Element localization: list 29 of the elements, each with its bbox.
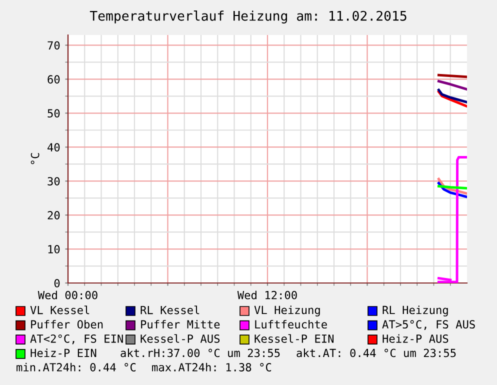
legend-label: RL Kessel bbox=[140, 306, 200, 314]
y-axis-title: °C bbox=[30, 153, 40, 164]
y-tick-label: 40 bbox=[48, 143, 60, 152]
x-tick-label: Wed 00:00 bbox=[38, 290, 98, 300]
legend-label: Kessel-P AUS bbox=[140, 334, 220, 343]
legend-label: AT<2°C, FS EIN bbox=[30, 334, 123, 344]
text: akt.AT: 0.44 °C um 23:55 bbox=[296, 348, 456, 358]
y-tick-label: 10 bbox=[48, 245, 60, 254]
legend-label: AT>5°C, FS AUS bbox=[382, 320, 475, 330]
text: akt.rH:37.00 °C um 23:55 bbox=[120, 348, 280, 358]
y-tick-label: 60 bbox=[48, 75, 60, 84]
y-tick-label: 70 bbox=[48, 41, 60, 50]
y-tick-label: 20 bbox=[48, 211, 60, 220]
text: max.AT24h: 1.38 °C bbox=[152, 362, 272, 372]
legend-label: Puffer Mitte bbox=[141, 320, 220, 329]
text: min.AT24h: 0.44 °C bbox=[16, 362, 136, 372]
legend-label: Kessel-P EIN bbox=[254, 334, 334, 343]
legend-label: Heiz-P EIN bbox=[30, 348, 96, 358]
legend-label: Luftfeuchte bbox=[255, 320, 327, 329]
legend-label: VL Kessel bbox=[30, 306, 90, 314]
legend-label: VL Heizung bbox=[254, 306, 320, 316]
legend-label: RL Heizung bbox=[382, 306, 448, 316]
legend-label: Heiz-P AUS bbox=[382, 334, 448, 343]
y-tick-label: 0 bbox=[54, 279, 60, 288]
y-tick-label: 50 bbox=[48, 109, 60, 118]
chart-title: Temperaturverlauf Heizung am: 11.02.2015 bbox=[90, 10, 406, 24]
legend-label: Puffer Oben bbox=[31, 320, 103, 329]
x-tick-label: Wed 12:00 bbox=[237, 290, 297, 300]
y-tick-label: 30 bbox=[48, 177, 60, 186]
